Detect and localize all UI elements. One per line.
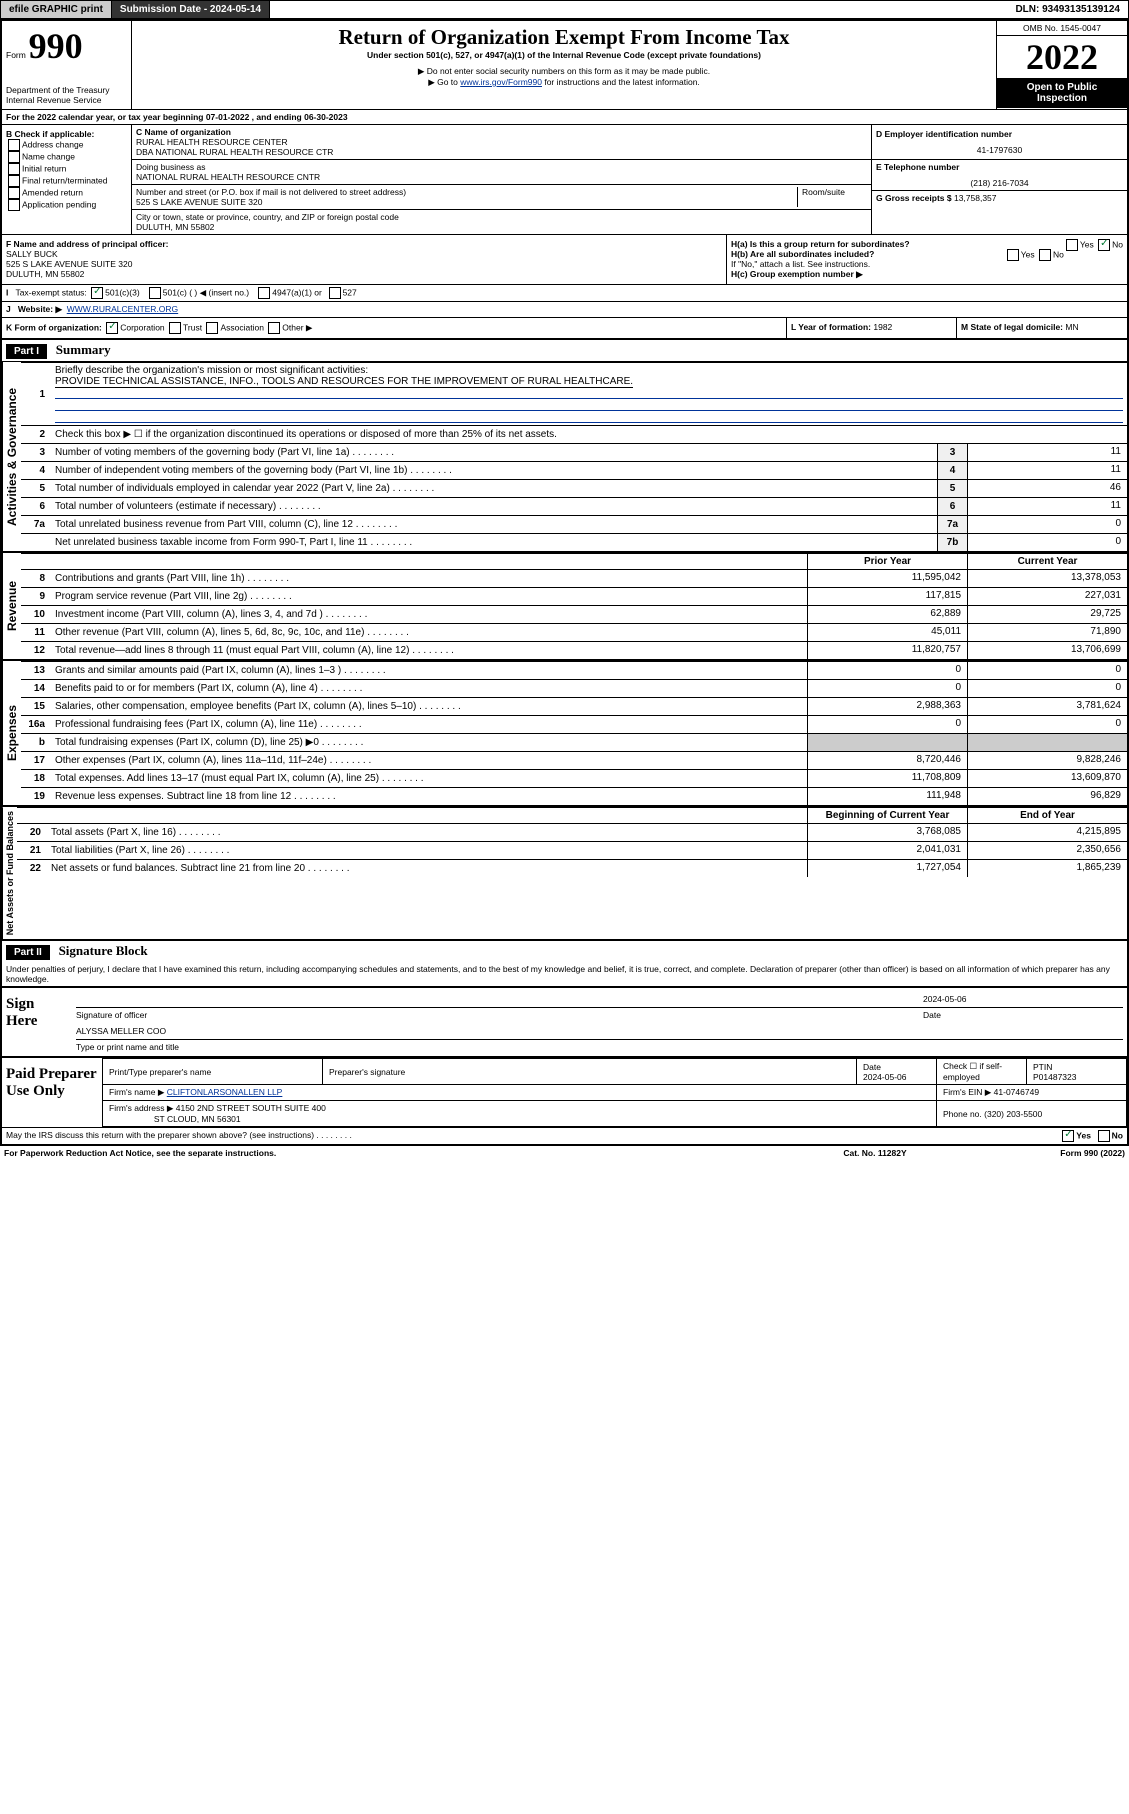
501c3-check bbox=[91, 287, 103, 299]
col-end: End of Year bbox=[967, 808, 1127, 823]
discuss-row: May the IRS discuss this return with the… bbox=[2, 1127, 1127, 1144]
group-expenses: Expenses bbox=[2, 661, 21, 805]
form-subtitle: Under section 501(c), 527, or 4947(a)(1)… bbox=[136, 50, 992, 60]
ha-no-check bbox=[1098, 239, 1110, 251]
section-m: M State of legal domicile: MN bbox=[957, 318, 1127, 338]
ptin: P01487323 bbox=[1033, 1072, 1077, 1082]
org-name2: DBA NATIONAL RURAL HEALTH RESOURCE CTR bbox=[136, 147, 333, 157]
section-c: C Name of organization RURAL HEALTH RESO… bbox=[132, 125, 872, 234]
note-link: ▶ Go to www.irs.gov/Form990 for instruct… bbox=[136, 77, 992, 88]
k-corp-check bbox=[106, 322, 118, 334]
form-word: Form bbox=[6, 50, 26, 60]
form-990: 990 bbox=[29, 26, 83, 66]
title-row: Form 990 Department of the Treasury Inte… bbox=[2, 21, 1127, 109]
submission-date: Submission Date - 2024-05-14 bbox=[112, 1, 270, 18]
ein: 41-1797630 bbox=[876, 145, 1123, 155]
col-current: Current Year bbox=[967, 554, 1127, 569]
footer: For Paperwork Reduction Act Notice, see … bbox=[0, 1146, 1129, 1160]
section-h: H(a) Is this a group return for subordin… bbox=[727, 235, 1127, 284]
subdate-val: 2024-05-14 bbox=[210, 4, 261, 15]
efile-button[interactable]: efile GRAPHIC print bbox=[1, 1, 112, 18]
dept-treasury: Department of the Treasury bbox=[6, 85, 127, 95]
website-link[interactable]: WWW.RURALCENTER.ORG bbox=[67, 304, 178, 314]
section-f: F Name and address of principal officer:… bbox=[2, 235, 727, 284]
chk-final[interactable]: Final return/terminated bbox=[22, 175, 108, 185]
paid-preparer: Paid Preparer Use Only Print/Type prepar… bbox=[2, 1056, 1127, 1127]
omb: OMB No. 1545-0047 bbox=[997, 21, 1127, 36]
firm-link[interactable]: CLIFTONLARSONALLEN LLP bbox=[167, 1087, 283, 1097]
org-name1: RURAL HEALTH RESOURCE CENTER bbox=[136, 137, 288, 147]
irs-link[interactable]: www.irs.gov/Form990 bbox=[460, 77, 542, 87]
open-inspection: Open to Public Inspection bbox=[997, 78, 1127, 108]
phone: (218) 216-7034 bbox=[876, 178, 1123, 188]
chk-name[interactable]: Name change bbox=[22, 151, 75, 161]
officer-name: SALLY BUCK bbox=[6, 249, 58, 259]
street-addr: 525 S LAKE AVENUE SUITE 320 bbox=[136, 197, 262, 207]
part-i-header: Part I Summary bbox=[2, 340, 1127, 361]
officer-typed: ALYSSA MELLER COO bbox=[76, 1026, 1123, 1040]
sig-date: 2024-05-06 bbox=[923, 994, 1123, 1008]
col-begin: Beginning of Current Year bbox=[807, 808, 967, 823]
section-i: I Tax-exempt status: 501(c)(3) 501(c) ( … bbox=[2, 284, 1127, 301]
group-activities: Activities & Governance bbox=[2, 362, 21, 551]
tax-year: 2022 bbox=[997, 36, 1127, 78]
room-suite: Room/suite bbox=[797, 187, 867, 207]
chk-app[interactable]: Application pending bbox=[22, 199, 96, 209]
perjury-text: Under penalties of perjury, I declare th… bbox=[2, 962, 1127, 986]
section-l: L Year of formation: 1982 bbox=[787, 318, 957, 338]
chk-amended[interactable]: Amended return bbox=[22, 187, 83, 197]
group-netassets: Net Assets or Fund Balances bbox=[2, 807, 17, 939]
header-bar: efile GRAPHIC print Submission Date - 20… bbox=[0, 0, 1129, 19]
group-revenue: Revenue bbox=[2, 553, 21, 659]
chk-initial[interactable]: Initial return bbox=[22, 163, 66, 173]
form-title: Return of Organization Exempt From Incom… bbox=[136, 25, 992, 50]
dba-name: NATIONAL RURAL HEALTH RESOURCE CNTR bbox=[136, 172, 320, 182]
dln: DLN: 93493135139124 bbox=[1007, 1, 1128, 18]
line-a: For the 2022 calendar year, or tax year … bbox=[2, 109, 1127, 124]
prep-date: 2024-05-06 bbox=[863, 1072, 906, 1082]
city-zip: DULUTH, MN 55802 bbox=[136, 222, 214, 232]
prep-phone: (320) 203-5500 bbox=[984, 1109, 1042, 1119]
firm-ein: 41-0746749 bbox=[994, 1087, 1039, 1097]
section-k: K Form of organization: Corporation Trus… bbox=[2, 318, 787, 338]
sign-here: Sign Here Signature of officer 2024-05-0… bbox=[2, 986, 1127, 1056]
part-ii-header: Part II Signature Block bbox=[2, 939, 1127, 962]
note-ssn: ▶ Do not enter social security numbers o… bbox=[136, 66, 992, 77]
form-container: Form 990 Department of the Treasury Inte… bbox=[0, 19, 1129, 1146]
mission: PROVIDE TECHNICAL ASSISTANCE, INFO., TOO… bbox=[55, 376, 633, 388]
section-b: B Check if applicable: Address change Na… bbox=[2, 125, 132, 234]
col-prior: Prior Year bbox=[807, 554, 967, 569]
gross-receipts: 13,758,357 bbox=[954, 193, 997, 203]
discuss-yes-check bbox=[1062, 1130, 1074, 1142]
chk-addr[interactable]: Address change bbox=[22, 139, 83, 149]
irs-label: Internal Revenue Service bbox=[6, 95, 127, 105]
section-deg: D Employer identification number 41-1797… bbox=[872, 125, 1127, 234]
subdate-label: Submission Date - bbox=[120, 4, 210, 15]
section-j: J Website: ▶ WWW.RURALCENTER.ORG bbox=[2, 301, 1127, 317]
